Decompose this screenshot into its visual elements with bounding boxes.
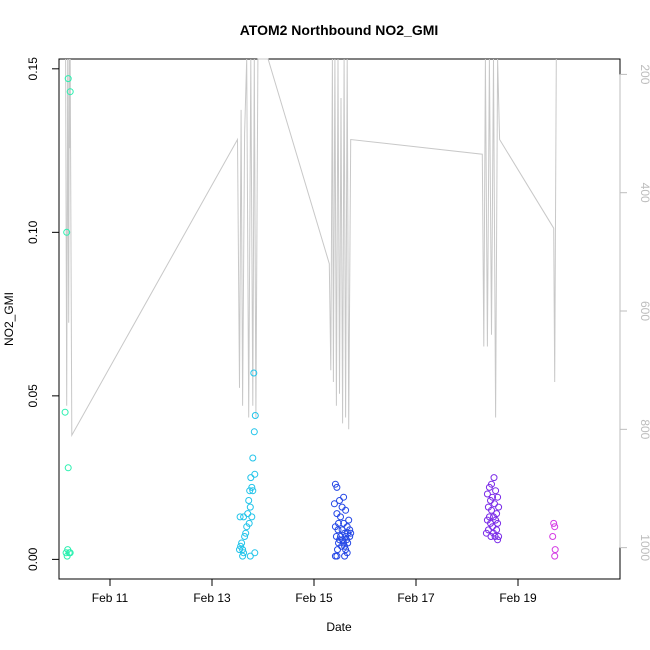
data-point	[330, 500, 338, 508]
data-point	[250, 369, 258, 377]
right-y-tick-label: 600	[638, 301, 650, 321]
data-point	[334, 526, 342, 534]
data-point	[333, 483, 341, 491]
data-point	[483, 490, 491, 498]
chart-title: ATOM2 Northbound NO2_GMI	[240, 22, 439, 38]
data-point	[336, 497, 343, 504]
data-point	[495, 503, 503, 511]
data-point	[482, 529, 490, 537]
right-axis-series-layer	[65, 58, 557, 438]
data-point	[551, 523, 559, 531]
data-point	[333, 552, 341, 560]
data-point	[347, 529, 355, 537]
data-point	[345, 516, 353, 524]
data-point	[241, 533, 249, 540]
y-tick-label: 0.05	[26, 384, 40, 408]
data-point	[246, 552, 254, 560]
data-point	[249, 454, 257, 462]
data-point	[494, 536, 502, 544]
data-point	[61, 408, 69, 416]
data-point	[240, 513, 248, 521]
data-point	[490, 474, 498, 482]
data-point	[549, 533, 557, 540]
y-tick-label: 0.00	[26, 547, 40, 571]
data-point	[66, 549, 74, 557]
data-point	[342, 506, 350, 514]
data-point	[487, 533, 495, 540]
data-point	[63, 228, 71, 236]
data-point	[494, 519, 502, 527]
data-point	[251, 412, 259, 419]
right-y-tick-label: 200	[638, 64, 650, 84]
data-point	[64, 75, 72, 83]
data-point	[251, 470, 259, 478]
x-tick-label: Feb 17	[397, 591, 435, 605]
data-point	[247, 474, 255, 482]
data-point	[337, 513, 344, 521]
data-point	[236, 513, 244, 521]
right-y-tick-label: 1000	[638, 534, 650, 561]
data-point	[551, 546, 559, 554]
x-axis: Feb 11 Feb 13 Feb 15 Feb 17 Feb 19	[92, 578, 537, 605]
data-point	[245, 497, 253, 504]
right-y-tick-label: 800	[638, 419, 650, 439]
series-4	[482, 474, 503, 544]
data-point	[66, 88, 74, 96]
data-point	[340, 493, 348, 501]
right-y-tick-label: 400	[638, 183, 650, 203]
x-tick-label: Feb 11	[92, 591, 129, 605]
data-point	[242, 529, 250, 537]
data-point	[240, 549, 248, 557]
data-point	[492, 487, 500, 495]
data-point	[249, 487, 257, 495]
data-point	[246, 503, 254, 511]
data-point	[485, 483, 493, 491]
data-point	[334, 546, 341, 554]
data-point	[343, 549, 351, 557]
data-point	[333, 510, 341, 518]
scatter-points-layer	[61, 75, 559, 560]
data-point	[331, 480, 339, 488]
data-point	[341, 542, 349, 550]
data-point	[243, 523, 251, 531]
data-point	[246, 487, 254, 495]
x-axis-label: Date	[326, 620, 352, 634]
data-point	[491, 500, 498, 508]
data-point	[550, 519, 558, 527]
right-y-axis: 200 400 600 800 1000	[619, 64, 650, 561]
y-tick-label: 0.15	[26, 57, 40, 81]
series-3	[330, 480, 355, 560]
x-tick-label: Feb 13	[193, 591, 231, 605]
data-point	[494, 493, 502, 501]
series-1	[61, 75, 74, 560]
x-tick-label: Feb 15	[295, 591, 333, 605]
right-axis-line	[65, 58, 557, 438]
y-axis: 0.00 0.05 0.10 0.15	[26, 57, 60, 571]
data-point	[488, 506, 495, 514]
data-point	[250, 428, 258, 436]
series-2	[236, 369, 259, 560]
data-point	[551, 552, 559, 560]
data-point	[248, 513, 256, 521]
data-point	[64, 464, 72, 472]
data-point	[495, 533, 503, 540]
x-tick-label: Feb 19	[499, 591, 537, 605]
data-point	[238, 539, 246, 547]
series-5	[549, 519, 559, 560]
y-axis-label: NO2_GMI	[2, 292, 16, 346]
data-point	[244, 510, 252, 518]
data-point	[239, 552, 247, 560]
data-point	[251, 549, 259, 557]
y-tick-label: 0.10	[26, 220, 40, 244]
